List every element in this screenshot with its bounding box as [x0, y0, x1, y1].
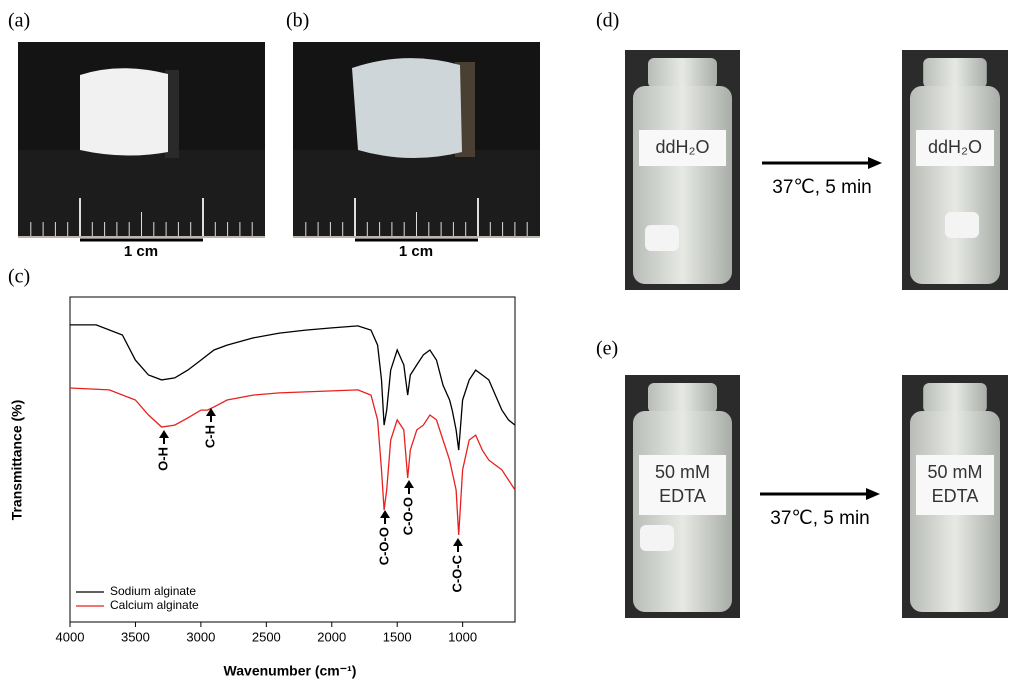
photo-a [18, 42, 265, 238]
photo-b [293, 42, 540, 238]
annotation-arrow [453, 538, 463, 546]
y-axis-label: Transmittance (%) [9, 400, 25, 521]
panel-label: (c) [8, 266, 30, 288]
vial-label-text: 50 mM [927, 462, 982, 482]
annotation: C-O-C [449, 554, 464, 592]
vials: ddH₂O ddH₂O 50 mM EDTA 50 mM EDTA [625, 50, 1008, 618]
plot-frame [69, 296, 516, 623]
scale-label: 1 cm [124, 243, 158, 260]
legend-label: Sodium alginate [110, 584, 196, 598]
x-tick-label: 1500 [383, 629, 412, 644]
annotation-arrow [206, 408, 216, 416]
scale-label: 1 cm [399, 243, 433, 260]
x-tick-label: 3000 [186, 629, 215, 644]
panel-label: (d) [596, 10, 619, 32]
x-tick-label: 1000 [448, 629, 477, 644]
panel-label: (b) [286, 10, 309, 32]
vial-label-text: EDTA [659, 486, 706, 506]
legend-label: Calcium alginate [110, 598, 199, 612]
annotation-arrow [404, 480, 414, 488]
vial-label [639, 455, 726, 515]
condition: 37℃, 5 min [772, 177, 872, 198]
annotation: C-H [202, 425, 217, 448]
vial-body [910, 86, 1000, 284]
annotation: C-O-O [400, 497, 415, 535]
vial-neck [923, 58, 987, 88]
panel-label: (e) [596, 338, 618, 360]
vial-neck [648, 58, 717, 88]
panel-label: (a) [8, 10, 30, 32]
spectrum-line [70, 324, 516, 451]
x-tick-label: 4000 [56, 629, 85, 644]
spectrum-line [69, 387, 516, 535]
ftir-chart: 4000 3500 3000 2500 2000 1500 1000 Sodium algin… [56, 324, 516, 644]
vial-label [916, 455, 994, 515]
x-tick-label: 2000 [317, 629, 346, 644]
vial-body [633, 86, 732, 284]
arrow-head [866, 488, 880, 500]
vial-label-text: EDTA [932, 486, 979, 506]
hydrogel [945, 212, 979, 238]
rulers [18, 198, 540, 238]
hydrogel [645, 225, 679, 251]
condition: 37℃, 5 min [770, 508, 870, 529]
vial-neck [923, 383, 987, 413]
vial-label-text: ddH₂O [928, 137, 982, 157]
x-tick-label: 3500 [121, 629, 150, 644]
vial-label-text: 50 mM [655, 462, 710, 482]
annotation: C-O-O [376, 527, 391, 565]
arrow-head [868, 157, 882, 169]
annotation: O-H [155, 447, 170, 471]
x-axis-label: Wavenumber (cm⁻¹) [224, 663, 357, 679]
hydrogel [640, 525, 674, 551]
x-tick-label: 2500 [252, 629, 281, 644]
vial-label [639, 130, 726, 166]
vial-label-text: ddH₂O [655, 137, 709, 157]
vial-neck [648, 383, 717, 413]
annotation-arrow [159, 430, 169, 438]
annotation-arrow [380, 510, 390, 518]
vial-label [916, 130, 994, 166]
